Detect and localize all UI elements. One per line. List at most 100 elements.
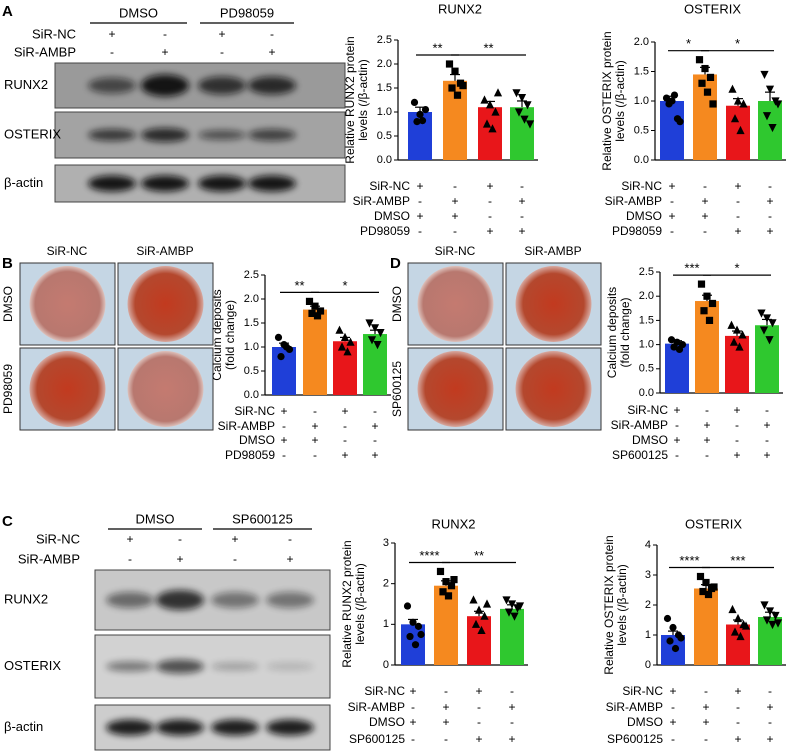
condition-mark: +	[703, 418, 710, 432]
significance-label: ****	[419, 548, 439, 563]
condition-mark: -	[343, 419, 347, 433]
well-column-label: SiR-AMBP	[136, 244, 193, 258]
blot-mark: -	[220, 45, 224, 59]
data-point	[768, 620, 777, 630]
data-point	[667, 336, 676, 344]
condition-mark: +	[763, 418, 770, 432]
condition-mark: +	[341, 404, 348, 418]
condition-mark: -	[444, 684, 448, 698]
data-point	[669, 623, 677, 632]
data-point	[471, 619, 481, 628]
condition-mark: +	[702, 700, 709, 714]
condition-mark: -	[477, 700, 481, 714]
blot-mark: -	[163, 27, 167, 41]
well	[515, 266, 592, 342]
condition-mark: -	[704, 684, 708, 698]
bar	[695, 301, 719, 393]
condition-mark: +	[475, 732, 482, 746]
condition-label: DMSO	[626, 209, 662, 223]
condition-mark: -	[670, 194, 674, 208]
condition-mark: +	[766, 224, 773, 238]
data-point	[736, 631, 745, 641]
condition-mark: +	[442, 700, 449, 714]
bar	[726, 624, 750, 665]
condition-mark: +	[766, 194, 773, 208]
condition-mark: -	[488, 209, 492, 223]
data-point	[282, 343, 291, 351]
data-point	[733, 613, 743, 623]
data-point	[305, 297, 314, 305]
condition-label: SiR-AMBP	[606, 700, 663, 714]
condition-label: SiR-NC	[364, 684, 405, 698]
data-point	[520, 115, 529, 124]
condition-mark: -	[671, 732, 675, 746]
condition-mark: +	[702, 715, 709, 729]
condition-mark: -	[705, 448, 709, 462]
chart-title: OSTERIX	[684, 1, 741, 16]
bar	[478, 107, 502, 160]
condition-mark: +	[733, 448, 740, 462]
condition-mark: +	[508, 700, 515, 714]
data-point	[340, 332, 350, 341]
y-tick-label: 0.0	[639, 387, 654, 399]
data-point	[662, 94, 671, 102]
blot-band	[141, 128, 189, 142]
data-point	[442, 578, 450, 586]
condition-mark: +	[416, 209, 423, 223]
condition-mark: -	[736, 715, 740, 729]
well	[29, 351, 106, 427]
condition-mark: +	[703, 433, 710, 447]
data-point	[337, 342, 347, 351]
panel-label: D	[390, 255, 401, 272]
condition-mark: +	[668, 209, 675, 223]
y-axis-label: Calcium deposits	[210, 289, 224, 380]
condition-mark: +	[766, 732, 773, 746]
data-point	[765, 85, 775, 94]
condition-mark: +	[518, 194, 525, 208]
blot-mark: -	[110, 45, 114, 59]
condition-mark: +	[409, 715, 416, 729]
y-tick-label: 2.0	[639, 290, 654, 302]
data-point	[474, 605, 484, 614]
data-point	[517, 94, 527, 103]
condition-mark: +	[673, 433, 680, 447]
data-point	[729, 337, 739, 346]
y-tick-label: 2.0	[634, 36, 649, 48]
blot-group: PD98059	[220, 5, 274, 20]
well	[127, 351, 204, 427]
blot-band	[141, 175, 189, 192]
data-point	[514, 108, 524, 117]
condition-label: SiR-NC	[621, 179, 662, 193]
condition-mark: +	[701, 209, 708, 223]
y-axis-label: Relative RUNX2 protein	[340, 540, 354, 667]
condition-label: DMSO	[239, 433, 275, 447]
condition-mark: +	[734, 684, 741, 698]
data-point	[676, 118, 684, 126]
blot-mark: +	[108, 27, 115, 41]
data-point	[765, 607, 775, 616]
condition-mark: +	[341, 448, 348, 462]
data-point	[316, 307, 325, 315]
bar	[500, 608, 524, 665]
blot-band	[248, 175, 296, 192]
y-tick-label: 3	[645, 569, 651, 581]
data-point	[417, 630, 425, 639]
data-point	[436, 567, 445, 576]
y-tick-label: 1	[383, 618, 389, 630]
condition-mark: -	[735, 418, 739, 432]
data-point	[671, 644, 680, 653]
blot-row-label: SiR-AMBP	[14, 44, 76, 59]
data-point	[670, 343, 678, 351]
data-point	[507, 600, 517, 609]
data-point	[738, 330, 747, 339]
y-tick-label: 1.5	[634, 65, 649, 77]
well-row-label: PD98059	[1, 364, 15, 414]
condition-mark: -	[670, 224, 674, 238]
data-point	[482, 119, 492, 128]
data-point	[728, 84, 737, 93]
condition-mark: -	[705, 403, 709, 417]
data-point	[727, 320, 736, 329]
condition-mark: +	[416, 179, 423, 193]
significance-label: ***	[684, 261, 699, 276]
